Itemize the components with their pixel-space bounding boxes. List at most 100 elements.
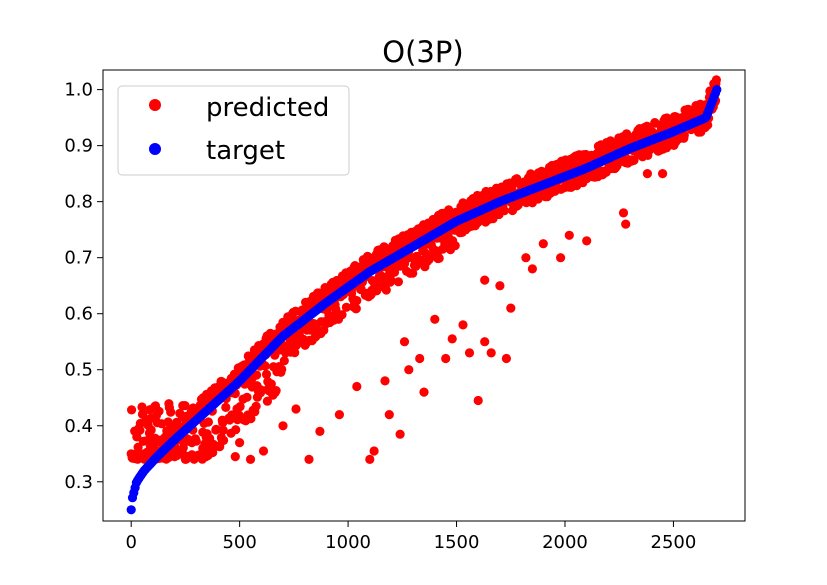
predicted-point xyxy=(260,361,270,371)
y-tick-label: 0.4 xyxy=(64,416,93,437)
x-tick-label: 2500 xyxy=(651,532,697,553)
predicted-point xyxy=(521,253,531,263)
predicted-point xyxy=(384,410,394,420)
predicted-point xyxy=(495,281,505,291)
predicted-point xyxy=(618,208,629,218)
predicted-point xyxy=(271,386,281,396)
predicted-point xyxy=(211,424,221,434)
predicted-point xyxy=(277,364,287,374)
predicted-point xyxy=(135,425,145,435)
predicted-point xyxy=(235,402,245,412)
predicted-point xyxy=(415,353,425,364)
predicted-point xyxy=(464,348,475,358)
predicted-point xyxy=(441,353,451,364)
y-tick-label: 0.8 xyxy=(64,192,93,213)
predicted-point xyxy=(352,296,362,306)
predicted-point xyxy=(582,236,592,246)
predicted-point xyxy=(642,169,653,179)
y-tick-label: 1.0 xyxy=(64,80,93,101)
predicted-point xyxy=(230,452,240,462)
predicted-point xyxy=(334,410,344,420)
predicted-point xyxy=(419,387,429,397)
predicted-point xyxy=(245,454,256,464)
legend-marker-predicted xyxy=(149,99,161,111)
predicted-point xyxy=(501,353,511,364)
predicted-point xyxy=(315,426,325,436)
predicted-point xyxy=(352,381,362,392)
predicted-point xyxy=(198,443,208,453)
predicted-point xyxy=(556,253,566,263)
predicted-point xyxy=(380,376,390,386)
predicted-point xyxy=(386,274,396,285)
predicted-point xyxy=(166,407,176,417)
predicted-point xyxy=(266,379,276,389)
predicted-point xyxy=(399,337,410,347)
x-axis: 0 500 1000 1500 2000 2500 xyxy=(125,521,696,553)
target-point xyxy=(126,505,136,515)
data-points xyxy=(126,75,722,515)
predicted-point xyxy=(506,303,516,313)
predicted-point xyxy=(473,395,483,406)
x-tick-label: 1000 xyxy=(325,532,371,553)
predicted-point xyxy=(146,425,156,435)
predicted-point xyxy=(256,385,266,395)
x-tick-label: 1500 xyxy=(434,532,480,553)
predicted-point xyxy=(231,425,241,435)
predicted-point xyxy=(252,370,262,380)
predicted-point xyxy=(341,302,351,312)
predicted-point xyxy=(527,264,538,274)
predicted-point xyxy=(261,369,272,379)
predicted-point xyxy=(434,253,444,263)
predicted-point xyxy=(389,267,400,277)
predicted-point xyxy=(246,414,256,424)
predicted-point xyxy=(369,446,379,456)
predicted-point xyxy=(337,310,347,320)
predicted-point xyxy=(127,405,137,415)
predicted-point xyxy=(365,454,375,464)
predicted-point xyxy=(480,275,490,285)
predicted-point xyxy=(499,206,509,216)
predicted-point xyxy=(458,320,468,330)
predicted-point xyxy=(218,425,228,435)
predicted-point xyxy=(258,446,269,456)
predicted-point xyxy=(404,365,414,375)
predicted-point xyxy=(538,239,548,249)
predicted-point xyxy=(351,304,361,314)
predicted-point xyxy=(450,241,460,251)
predicted-point xyxy=(291,404,301,414)
predicted-point xyxy=(154,406,164,416)
legend-label-predicted: predicted xyxy=(206,93,329,123)
legend: predicted target xyxy=(117,85,350,176)
x-tick-label: 500 xyxy=(222,532,256,553)
predicted-point xyxy=(235,438,245,448)
predicted-point xyxy=(711,75,722,85)
y-axis: 0.3 0.4 0.5 0.6 0.7 0.8 0.9 1.0 xyxy=(64,80,103,493)
predicted-point xyxy=(381,285,391,295)
predicted-point xyxy=(662,113,672,123)
target-point xyxy=(712,85,722,95)
predicted-point xyxy=(170,452,180,462)
legend-label-target: target xyxy=(206,136,285,166)
predicted-point xyxy=(486,348,496,358)
y-tick-label: 0.9 xyxy=(64,136,93,157)
predicted-point xyxy=(564,230,574,240)
predicted-point xyxy=(187,438,197,448)
legend-marker-target xyxy=(149,143,161,155)
chart-title: O(3P) xyxy=(382,35,463,69)
predicted-point xyxy=(658,169,668,179)
predicted-point xyxy=(178,443,188,453)
predicted-point xyxy=(621,219,631,229)
x-tick-label: 2000 xyxy=(542,532,588,553)
predicted-point xyxy=(262,396,272,406)
predicted-point xyxy=(679,130,689,140)
predicted-point xyxy=(242,392,252,402)
y-tick-label: 0.5 xyxy=(64,360,93,381)
predicted-point xyxy=(180,401,190,411)
predicted-point xyxy=(251,401,261,411)
predicted-point xyxy=(180,454,190,464)
predicted-point xyxy=(279,356,289,366)
predicted-point xyxy=(304,454,314,464)
predicted-point xyxy=(480,337,490,347)
predicted-point xyxy=(512,174,522,184)
